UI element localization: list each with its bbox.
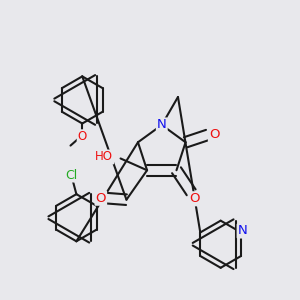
Text: HO: HO [95, 151, 113, 164]
Text: O: O [209, 128, 219, 141]
Text: O: O [96, 192, 106, 205]
Text: O: O [78, 130, 87, 143]
Text: Cl: Cl [66, 169, 78, 182]
Text: O: O [189, 192, 200, 205]
Text: N: N [157, 118, 167, 131]
Text: N: N [238, 224, 248, 238]
